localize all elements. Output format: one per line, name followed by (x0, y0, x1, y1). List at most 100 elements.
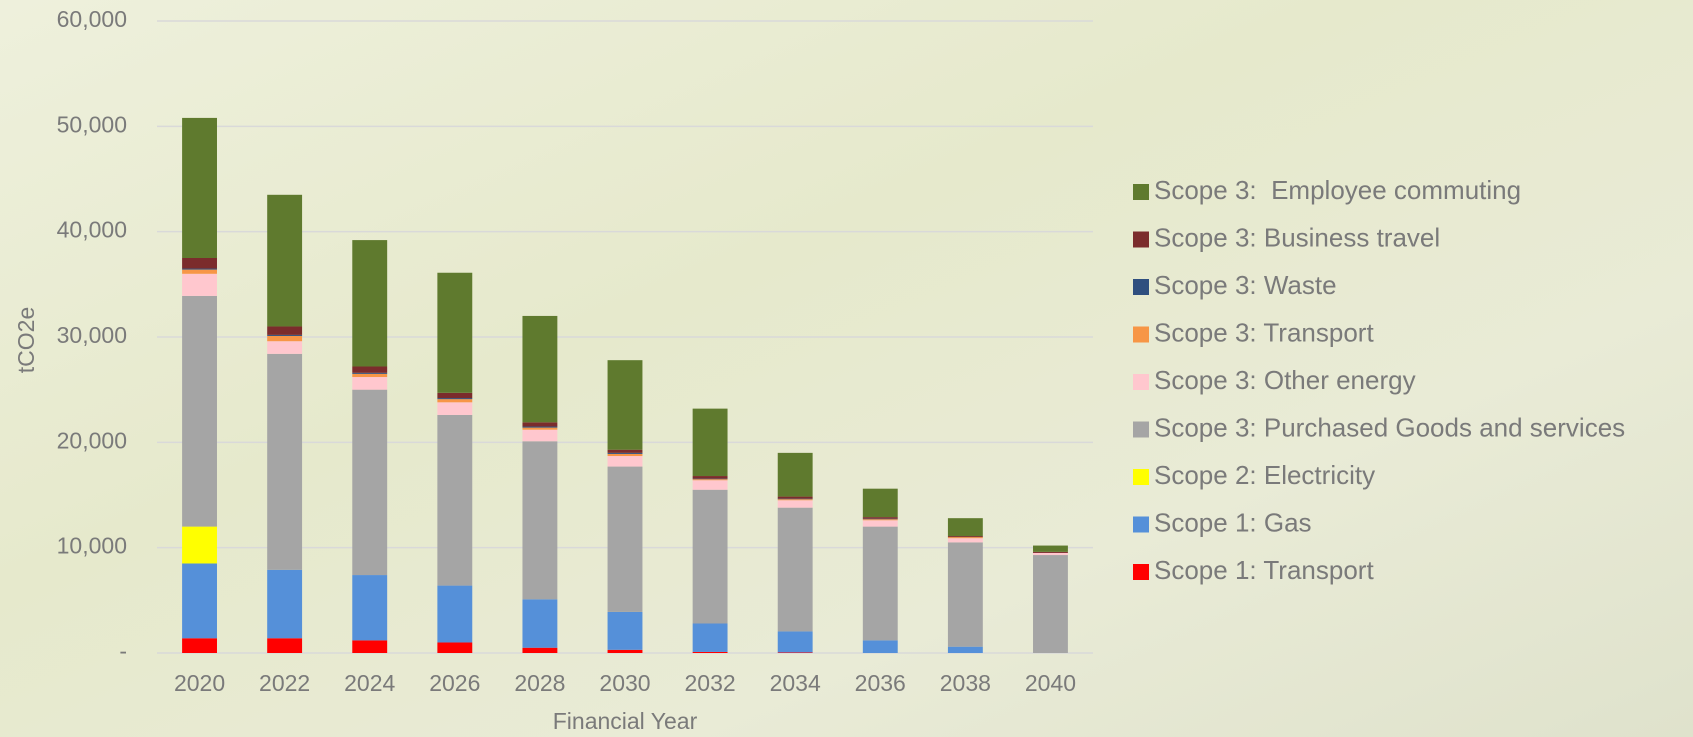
bar-segment (352, 575, 387, 640)
bar-segment (863, 527, 898, 641)
bar-segment (863, 519, 898, 520)
bar-segment (778, 499, 813, 500)
bar-segment (778, 508, 813, 632)
bar-segment (182, 118, 217, 258)
bar-segment (437, 399, 472, 402)
bar-segment (522, 422, 557, 426)
bar-segment (1033, 553, 1068, 555)
bar-segment (522, 599, 557, 647)
bar-segment (437, 415, 472, 586)
legend-label: Scope 3: Waste (1154, 270, 1337, 300)
bar-segment (437, 642, 472, 653)
legend-label: Scope 3: Transport (1154, 317, 1374, 347)
bar-segment (608, 454, 643, 456)
bar-segment (437, 402, 472, 415)
bar-segment (693, 624, 728, 652)
x-tick-label: 2038 (940, 670, 991, 696)
bar-segment (863, 489, 898, 517)
bar-segment (522, 430, 557, 442)
x-tick-label: 2028 (514, 670, 565, 696)
bar-segment (522, 441, 557, 599)
legend-swatch (1133, 517, 1149, 533)
legend-label: Scope 2: Electricity (1154, 460, 1375, 490)
legend-swatch (1133, 232, 1149, 248)
bar-segment (182, 274, 217, 296)
bar-segment (948, 537, 983, 538)
bar-segment (863, 520, 898, 526)
bar-segment (437, 393, 472, 398)
y-tick-label: 40,000 (57, 217, 127, 243)
bar-segment (693, 652, 728, 653)
bar-segment (948, 538, 983, 542)
bar-segment (437, 586, 472, 643)
bar-segment (267, 354, 302, 570)
bar-segment (778, 497, 813, 499)
bar-segment (1033, 546, 1068, 552)
bar-segment (948, 518, 983, 536)
bar-segment (182, 563, 217, 638)
y-tick-label: 30,000 (57, 322, 127, 348)
bar-segment (182, 270, 217, 274)
bar-segment (1033, 552, 1068, 553)
bar-segment (863, 517, 898, 519)
background (0, 0, 1693, 737)
bar-segment (352, 377, 387, 390)
bar-segment (948, 542, 983, 646)
bar-segment (522, 316, 557, 422)
bar-segment (608, 456, 643, 467)
bar-segment (437, 398, 472, 399)
bar-segment (522, 648, 557, 653)
x-tick-label: 2030 (599, 670, 650, 696)
chart: tCO2e Financial Year Scope 1: TransportS… (0, 0, 1693, 737)
x-tick-label: 2020 (174, 670, 225, 696)
bar-segment (693, 409, 728, 476)
y-tick-label: 10,000 (57, 533, 127, 559)
legend-label: Scope 3: Other energy (1154, 365, 1416, 395)
bar-segment (352, 366, 387, 372)
bar-segment (182, 269, 217, 270)
bar-segment (182, 527, 217, 564)
bar-segment (352, 390, 387, 575)
x-tick-label: 2032 (685, 670, 736, 696)
bar-segment (352, 374, 387, 377)
bar-segment (182, 638, 217, 653)
bar-segment (352, 640, 387, 653)
bar-segment (352, 240, 387, 366)
y-tick-label: 20,000 (57, 427, 127, 453)
bar-segment (522, 428, 557, 430)
y-tick-label: - (119, 638, 127, 664)
x-tick-label: 2026 (429, 670, 480, 696)
bar-segment (693, 476, 728, 479)
bar-segment (608, 467, 643, 612)
x-tick-label: 2036 (855, 670, 906, 696)
bar-segment (182, 296, 217, 527)
bar-segment (267, 336, 302, 341)
legend-swatch (1133, 279, 1149, 295)
legend-label: Scope 1: Gas (1154, 507, 1312, 537)
bar-segment (948, 647, 983, 653)
bar-segment (948, 536, 983, 537)
bar-segment (267, 326, 302, 334)
bar-segment (1033, 555, 1068, 653)
x-tick-label: 2022 (259, 670, 310, 696)
legend-swatch (1133, 374, 1149, 390)
y-axis-title: tCO2e (13, 307, 39, 373)
bar-segment (693, 480, 728, 489)
bar-segment (778, 500, 813, 507)
bar-segment (267, 341, 302, 354)
bar-segment (352, 373, 387, 374)
legend-swatch (1133, 327, 1149, 343)
bar-segment (778, 453, 813, 497)
bar-segment (693, 490, 728, 624)
bar-segment (437, 273, 472, 393)
bar-segment (608, 453, 643, 454)
bar-segment (182, 258, 217, 269)
bar-segment (778, 652, 813, 653)
bar-segment (522, 427, 557, 428)
legend-label: Scope 3: Purchased Goods and services (1154, 412, 1625, 442)
bar-segment (863, 640, 898, 653)
bar-segment (608, 612, 643, 650)
bar-segment (693, 479, 728, 480)
legend-swatch (1133, 184, 1149, 200)
bar-segment (778, 631, 813, 652)
